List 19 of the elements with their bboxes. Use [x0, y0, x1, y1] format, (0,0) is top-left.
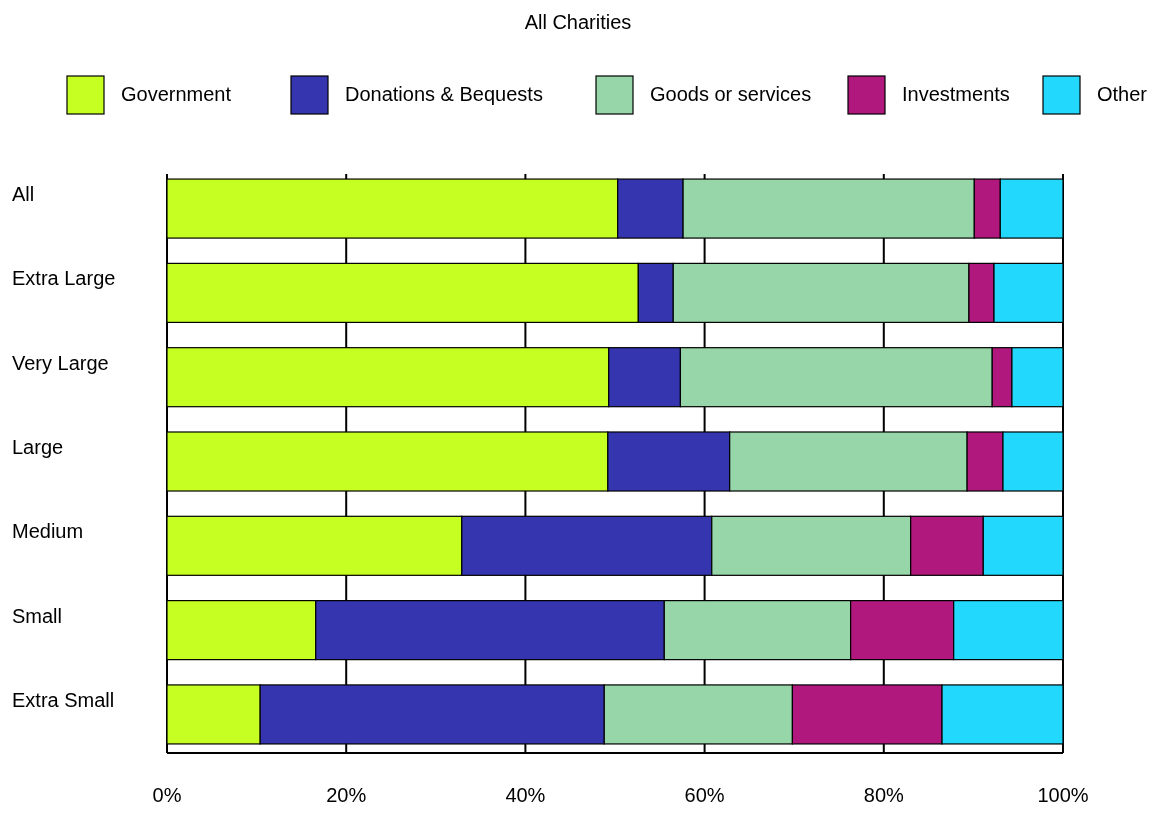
y-tick-label: Extra Small — [12, 688, 115, 711]
x-tick-label: 20% — [326, 784, 367, 806]
y-tick-label: Medium — [12, 520, 84, 543]
x-tick-label: 100% — [1037, 784, 1089, 806]
y-tick-label: Small — [12, 604, 63, 627]
x-tick-label: 0% — [152, 784, 182, 806]
x-tick-label: 80% — [863, 784, 905, 806]
x-tick-label: 40% — [505, 784, 546, 806]
y-tick-label: Very Large — [12, 351, 109, 374]
legend-label: Investments — [902, 83, 1010, 105]
legend-label: Other — [1097, 83, 1148, 105]
x-tick-label: 60% — [684, 784, 725, 806]
legend-label: Government — [121, 83, 232, 105]
chart-title: All Charities — [524, 11, 632, 33]
y-tick-label: All — [12, 183, 35, 206]
legend-label: Goods or services — [650, 83, 812, 105]
y-tick-label: Large — [12, 435, 64, 458]
y-tick-label: Extra Large — [12, 267, 116, 290]
legend-label: Donations & Bequests — [345, 83, 543, 105]
